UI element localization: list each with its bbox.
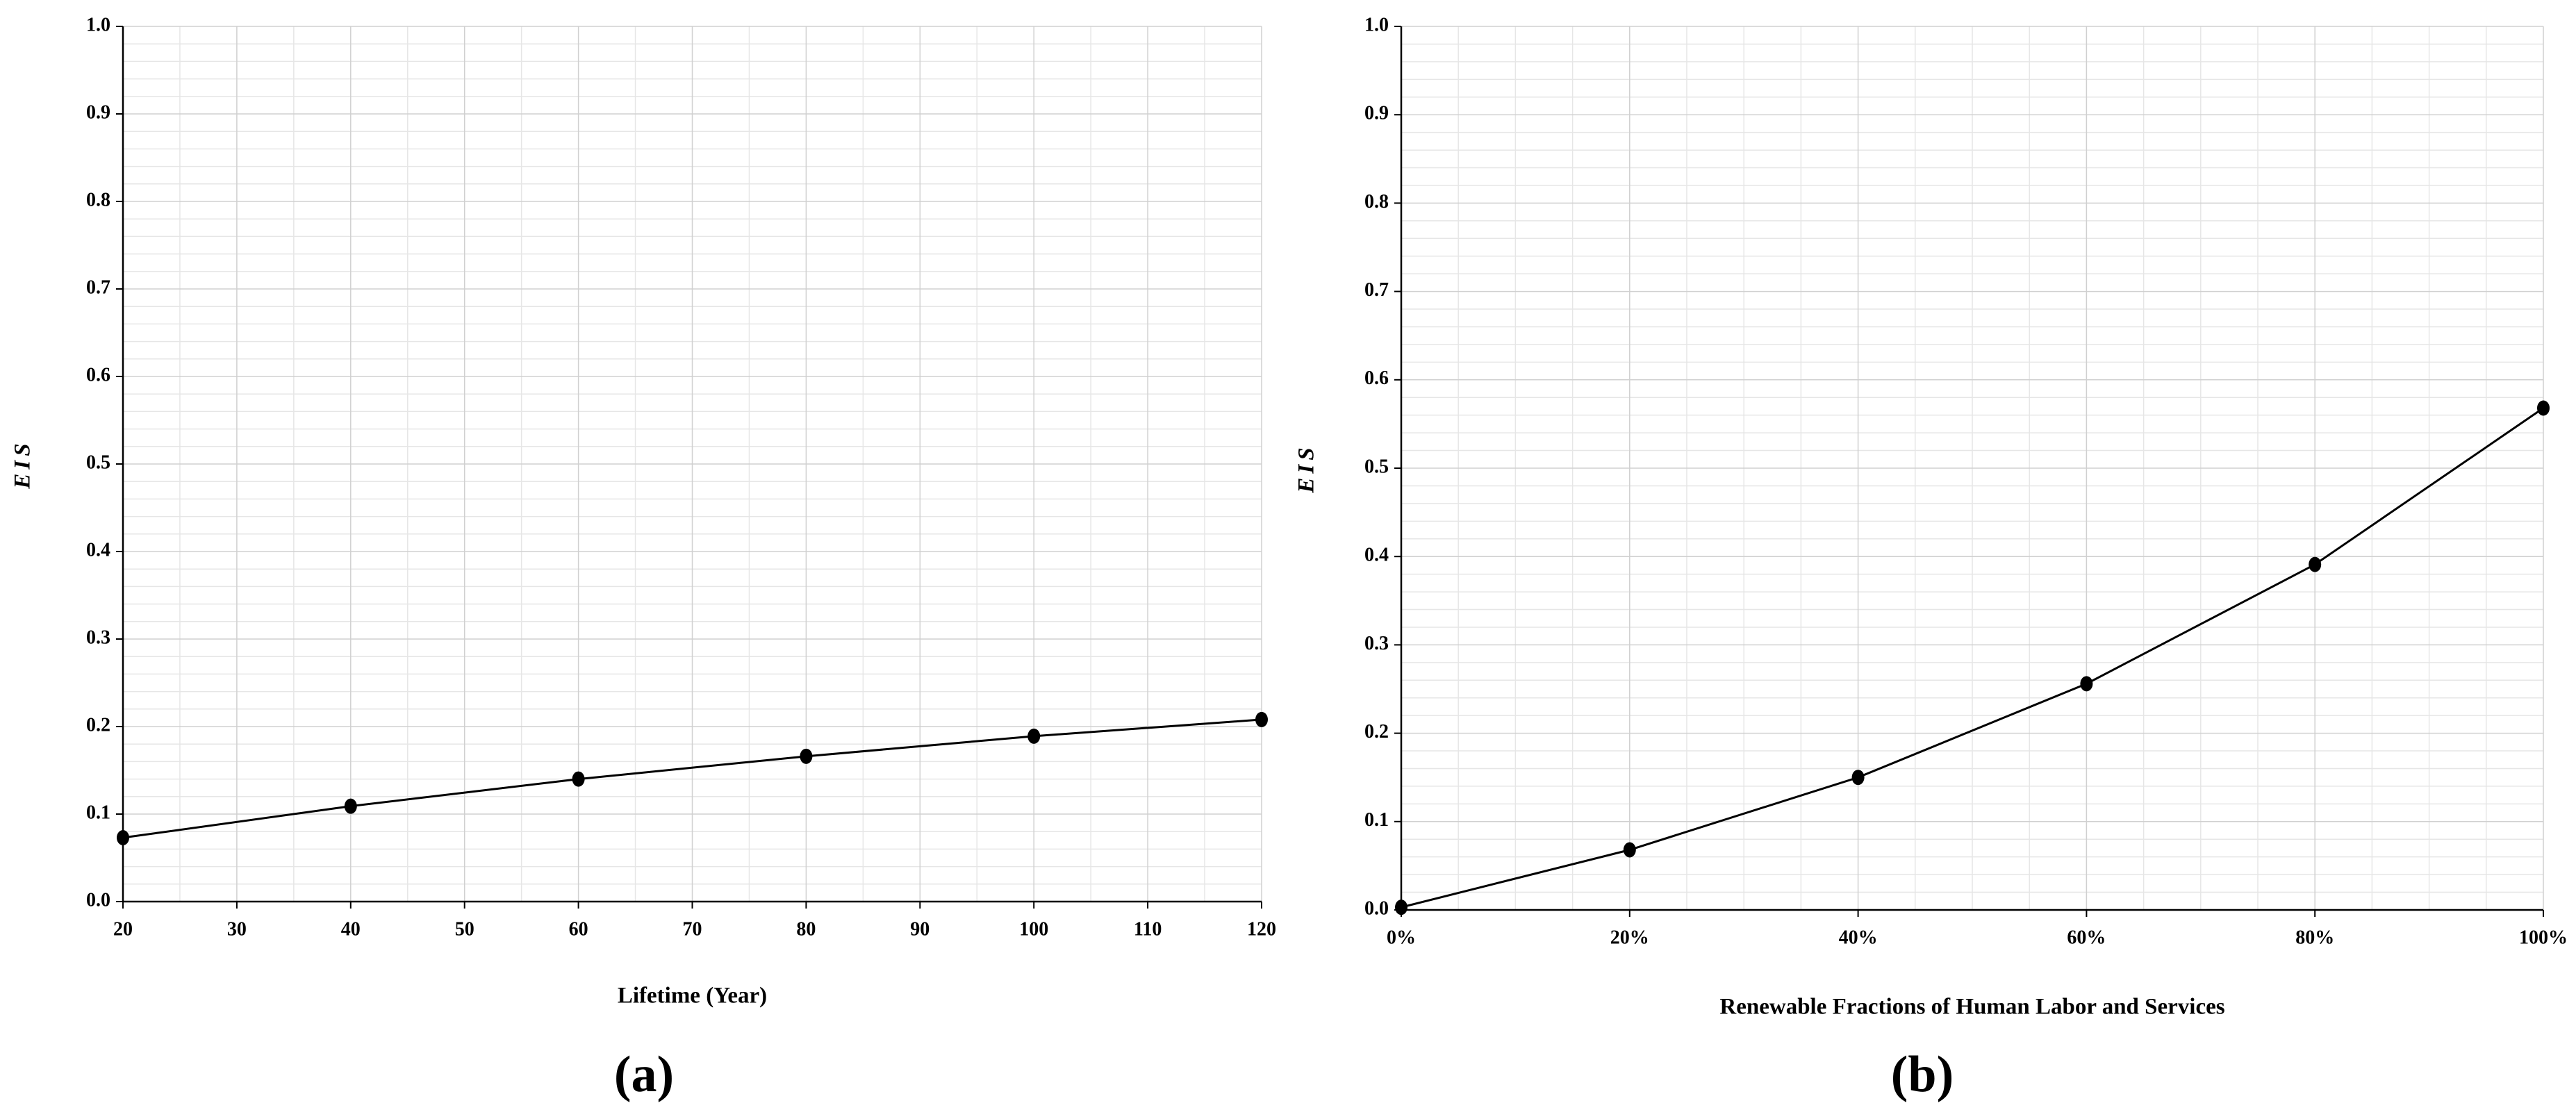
x-tick-label: 60% xyxy=(2067,927,2106,948)
point xyxy=(800,748,813,764)
x-tick-label: 20 xyxy=(113,918,133,940)
y-tick-label: 0.3 xyxy=(1364,633,1389,654)
point xyxy=(2309,556,2322,572)
y-tick-label: 0.7 xyxy=(86,276,110,298)
x-tick-label: 110 xyxy=(1134,918,1162,940)
x-tick-label: 20% xyxy=(1610,927,1649,948)
x-tick-label: 50 xyxy=(455,918,474,940)
y-tick-label: 0.9 xyxy=(1364,103,1389,124)
point xyxy=(1027,728,1041,744)
x-tick-label: 120 xyxy=(1247,918,1276,940)
caption: (b) xyxy=(1891,1046,1954,1103)
x-tick-label: 40% xyxy=(1839,927,1878,948)
y-tick-label: 0.0 xyxy=(86,889,110,911)
y-tick-label: 0.2 xyxy=(86,714,110,736)
y-tick-label: 0.0 xyxy=(1364,897,1389,919)
point xyxy=(344,798,357,814)
point xyxy=(2080,676,2093,692)
x-tick-label: 80% xyxy=(2295,927,2334,948)
x-tick-label: 0% xyxy=(1387,927,1416,948)
point xyxy=(1255,711,1268,727)
point xyxy=(1623,842,1636,858)
x-tick-label: 70 xyxy=(683,918,702,940)
caption: (a) xyxy=(614,1046,674,1103)
y-tick-label: 0.2 xyxy=(1364,721,1389,743)
point xyxy=(117,830,129,846)
x-tick-label: 40 xyxy=(341,918,361,940)
x-axis-label: Lifetime (Year) xyxy=(618,984,767,1009)
point xyxy=(2537,400,2550,416)
x-tick-label: 100 xyxy=(1019,918,1048,940)
y-tick-label: 0.7 xyxy=(1364,279,1389,301)
y-tick-label: 0.6 xyxy=(86,364,110,386)
x-axis-label: Renewable Fractions of Human Labor and S… xyxy=(1719,995,2224,1020)
line xyxy=(1401,407,2544,909)
x-tick-label: 30 xyxy=(227,918,247,940)
y-tick-label: 0.1 xyxy=(86,802,110,823)
x-tick-label: 60 xyxy=(569,918,588,940)
y-tick-label: 0.4 xyxy=(86,539,110,561)
y-tick-label: 0.8 xyxy=(86,189,110,210)
point xyxy=(1851,770,1865,786)
y-tick-label: 0.3 xyxy=(86,627,110,648)
x-tick-label: 80 xyxy=(796,918,816,940)
y-tick-label: 1.0 xyxy=(1364,14,1389,35)
point xyxy=(572,771,585,787)
y-tick-label: 0.6 xyxy=(1364,367,1389,389)
y-tick-label: 0.8 xyxy=(1364,191,1389,213)
y-tick-label: 0.1 xyxy=(1364,809,1389,831)
x-tick-label: 90 xyxy=(910,918,930,940)
y-tick-label: 0.9 xyxy=(86,101,110,123)
y-tick-label: 1.0 xyxy=(86,14,110,35)
chart: 0.0 0.1 0.2 0.3 0.4 0.5 0.6 0.7 0.8 0.9 1.0 20 30 40 5… xyxy=(10,14,1276,1103)
x-tick-label: 100% xyxy=(2519,927,2568,948)
chart: 0.0 0.1 0.2 0.3 0.4 0.5 0.6 0.7 0.8 0.9 1.0 0% 20% 40… xyxy=(1294,14,2568,1103)
y-tick-label: 0.5 xyxy=(1364,456,1389,477)
point xyxy=(1395,900,1407,915)
y-axis-label: EIS xyxy=(1294,443,1319,493)
line xyxy=(122,718,1262,839)
y-axis-label: EIS xyxy=(10,439,35,489)
y-tick-label: 0.4 xyxy=(1364,545,1389,566)
y-tick-label: 0.5 xyxy=(86,451,110,473)
